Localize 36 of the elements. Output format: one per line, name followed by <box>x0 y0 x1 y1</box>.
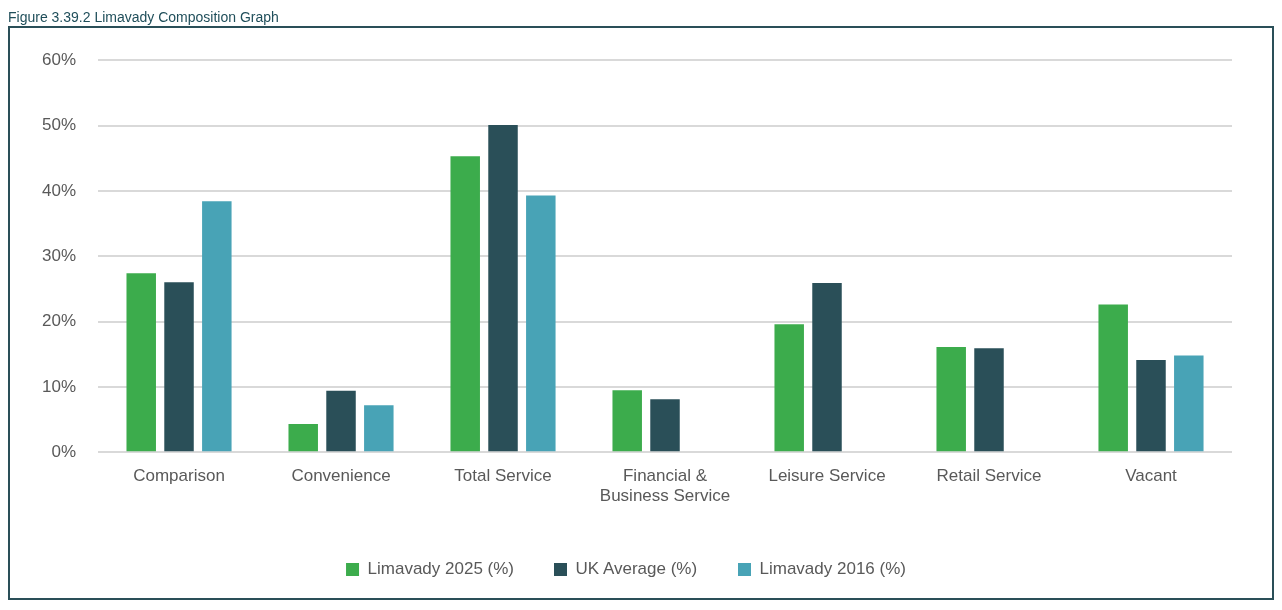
bar <box>488 124 518 452</box>
bar <box>126 273 156 452</box>
bar <box>612 390 642 452</box>
y-tick-label: 60% <box>41 49 77 69</box>
bar <box>164 282 194 452</box>
bar <box>774 324 804 452</box>
bar <box>364 405 394 452</box>
bar <box>326 390 356 452</box>
legend-label: UK Average (%) <box>575 559 698 579</box>
bar <box>526 195 556 452</box>
x-tick-label: Leisure Service <box>768 466 886 486</box>
x-tick-label: Total Service <box>454 466 552 486</box>
legend-label: Limavady 2016 (%) <box>759 559 906 579</box>
bar <box>1174 355 1204 452</box>
bar <box>288 424 318 452</box>
x-tick-label: Retail Service <box>936 466 1042 486</box>
y-tick-label: 40% <box>41 180 77 200</box>
x-tick-label: Financial & Business Service <box>599 466 731 506</box>
bar <box>812 282 842 452</box>
y-tick-label: 20% <box>41 311 77 331</box>
bar <box>1098 304 1128 452</box>
x-tick-label: Vacant <box>1125 466 1178 486</box>
bar <box>974 348 1004 452</box>
y-tick-label: 30% <box>41 245 77 265</box>
y-tick-label: 10% <box>41 376 77 396</box>
bar <box>1136 360 1166 452</box>
x-tick-label: Comparison <box>133 466 225 486</box>
bar <box>202 201 232 452</box>
bar <box>450 156 480 452</box>
legend-label: Limavady 2025 (%) <box>367 559 514 579</box>
chart-title: Figure 3.39.2 Limavady Composition Graph <box>8 8 280 26</box>
y-tick-label: 0% <box>51 441 77 461</box>
x-tick-label: Convenience <box>291 466 391 486</box>
bar <box>936 347 966 452</box>
bar <box>650 399 680 452</box>
y-tick-label: 50% <box>41 115 77 135</box>
